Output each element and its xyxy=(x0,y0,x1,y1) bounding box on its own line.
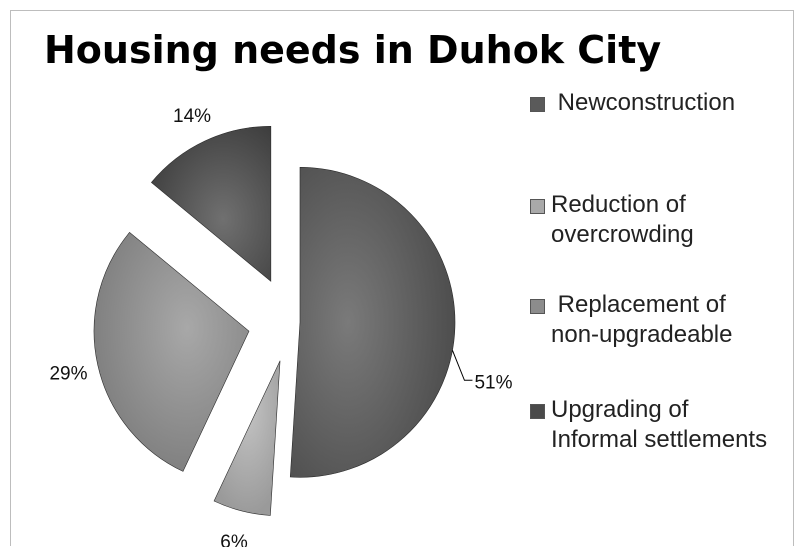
data-label-2: 6% xyxy=(220,532,248,547)
pie-slice-1 xyxy=(289,167,456,478)
pie-slice-3 xyxy=(93,231,250,472)
data-label-1: 51% xyxy=(474,372,512,393)
legend-label-3: Replacement of non-upgradeable xyxy=(551,291,733,348)
legend-swatch-3 xyxy=(530,299,545,314)
legend-swatch-2 xyxy=(530,199,545,214)
data-label-3: 29% xyxy=(49,364,87,385)
pie-slice-2 xyxy=(213,360,281,516)
legend-label-1: Newconstruction xyxy=(551,89,736,116)
legend-swatch-4 xyxy=(530,404,545,419)
legend-swatch-1 xyxy=(530,97,545,112)
data-label-4: 14% xyxy=(173,106,211,127)
pie-slice-4 xyxy=(150,125,272,282)
leader-line-1 xyxy=(451,350,473,381)
chart-title: Housing needs in Duhok City xyxy=(44,28,662,72)
legend-label-2: Reduction of overcrowding xyxy=(551,191,694,248)
legend-label-4: Upgrading of Informal settlements xyxy=(551,396,768,453)
